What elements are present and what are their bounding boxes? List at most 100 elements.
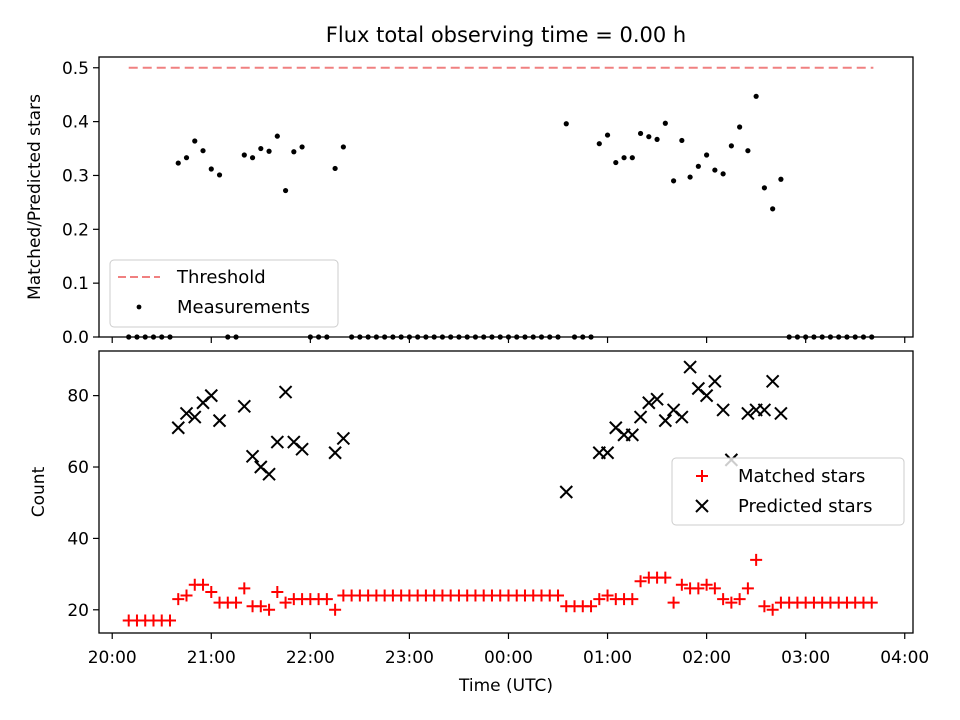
measurement-point [654, 136, 660, 142]
legend-predicted-swatch [695, 499, 709, 513]
predicted-star-point [600, 446, 615, 460]
predicted-star-point [212, 413, 227, 428]
measurement-point [662, 120, 668, 126]
predicted-star-point [295, 442, 309, 456]
measurement-point [737, 124, 743, 130]
matched-star-point [320, 593, 333, 606]
matched-star-point [675, 578, 688, 591]
ratio-panel: 0.0 0.1 0.2 0.3 0.4 0.5 Matched/Predicted sta… [25, 56, 914, 348]
measurements-series [126, 93, 875, 340]
measurement-point [299, 144, 305, 150]
predicted-star-point [270, 435, 285, 449]
count-y-tick-label: 60 [67, 458, 89, 478]
matched-star-point [700, 578, 713, 591]
count-plot-frame [98, 350, 914, 634]
measurement-point [712, 167, 718, 173]
measurement-point [249, 155, 256, 161]
ratio-y-axis-label: Matched/Predicted stars [25, 94, 45, 300]
matched-star-point [717, 593, 730, 606]
matched-star-point [708, 582, 721, 595]
predicted-star-point [328, 446, 342, 460]
legend-measurements-label: Measurements [177, 297, 310, 318]
count-panel: 20 40 60 80 20:00 21:00 22:00 23:00 00:00 01:00 0… [29, 350, 929, 696]
matched-star-point [758, 600, 771, 613]
measurement-point [778, 176, 784, 182]
predicted-star-point [278, 385, 293, 399]
matched-star-point [733, 593, 746, 606]
measurement-point [621, 155, 627, 161]
matched-star-point [634, 575, 647, 588]
predicted-star-point [179, 406, 194, 421]
measurement-point [720, 171, 726, 177]
count-x-tick-label: 00:00 [484, 648, 533, 668]
measurement-point [216, 172, 223, 178]
matched-star-point [725, 596, 738, 609]
count-y-axis: 20 40 60 80 [67, 387, 99, 621]
ratio-y-tick-label: 0.1 [62, 274, 89, 294]
predicted-star-point [716, 403, 730, 417]
count-legend: Matched stars Predicted stars [671, 457, 905, 526]
measurement-point [745, 148, 751, 154]
matched-star-point [626, 593, 639, 606]
measurement-point [274, 133, 280, 139]
matched-star-point [329, 603, 342, 616]
matched-star-point [585, 600, 598, 613]
matched-star-point [254, 600, 267, 613]
matched-star-point [271, 585, 284, 598]
matched-star-point [593, 593, 606, 606]
measurement-point [183, 155, 190, 161]
legend-threshold-label: Threshold [176, 267, 266, 288]
predicted-star-point [204, 388, 218, 403]
matched-star-point [552, 589, 565, 602]
matched-star-point [263, 603, 276, 616]
predicted-star-point [741, 406, 755, 421]
ratio-legend: Threshold Measurements [109, 259, 339, 328]
count-x-tick-label: 20:00 [88, 648, 137, 668]
count-y-tick-label: 40 [67, 529, 89, 549]
count-x-tick-label: 02:00 [682, 648, 731, 668]
count-x-tick-label: 04:00 [880, 648, 929, 668]
matched-star-point [238, 582, 251, 595]
ratio-legend-box [109, 259, 339, 328]
ratio-y-tick-label: 0.2 [62, 220, 89, 240]
ratio-y-tick-label: 0.0 [62, 328, 89, 348]
count-x-tick-label: 21:00 [187, 648, 236, 668]
predicted-star-point [765, 374, 780, 389]
predicted-star-point [262, 467, 276, 481]
count-y-axis-label: Count [29, 466, 49, 517]
measurement-point [687, 174, 693, 180]
matched-star-point [865, 596, 878, 609]
measurement-point [753, 93, 759, 99]
predicted-star-point [757, 403, 772, 417]
predicted-star-point [559, 485, 573, 499]
matched-star-point [750, 553, 763, 566]
matched-star-point [205, 585, 218, 598]
predicted-star-point [625, 428, 640, 442]
matched-star-point [230, 596, 243, 609]
measurement-point [266, 148, 272, 154]
measurement-point [646, 134, 652, 140]
measurement-point [208, 166, 214, 172]
measurement-point [282, 187, 289, 194]
legend-matched-label: Matched stars [738, 466, 865, 487]
count-y-tick-label: 20 [67, 601, 89, 621]
count-x-tick-label: 01:00 [583, 648, 632, 668]
predicted-star-point [642, 396, 656, 410]
matched-star-point [601, 589, 614, 602]
count-x-axis-label: Time (UTC) [458, 676, 553, 696]
matched-star-point [163, 614, 176, 627]
measurement-point [291, 149, 297, 155]
measurement-point [629, 155, 635, 161]
matched-star-point [741, 582, 754, 595]
predicted-star-point [699, 388, 714, 403]
measurement-point [637, 130, 644, 137]
measurement-point [340, 144, 346, 150]
matched-star-point [692, 582, 705, 595]
predicted-star-point [675, 410, 689, 424]
ratio-x-ticks [111, 337, 906, 343]
measurement-point [596, 141, 602, 147]
predicted-star-point [658, 413, 673, 428]
measurement-point [728, 143, 734, 149]
predicted-star-point [171, 421, 185, 435]
